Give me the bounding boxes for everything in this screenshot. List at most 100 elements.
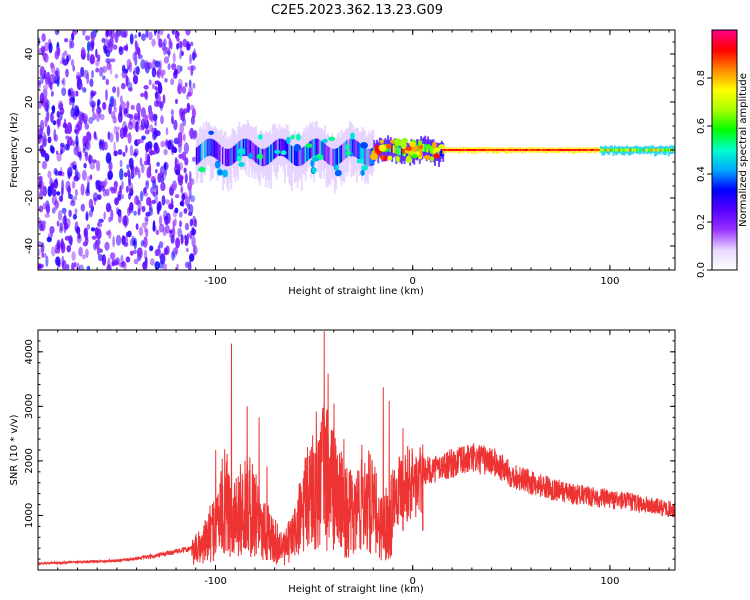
spectrogram-core	[644, 148, 647, 152]
noise-blob	[78, 264, 85, 270]
noise-blob	[185, 247, 189, 253]
spectrogram-core	[616, 148, 619, 152]
spectrogram-core	[461, 149, 464, 151]
spectrogram-core	[275, 139, 278, 158]
noise-blob	[137, 138, 142, 145]
spectrogram-core	[592, 149, 595, 151]
noise-blob	[154, 80, 161, 85]
spectrogram-core	[197, 146, 200, 164]
noise-blob	[42, 96, 49, 109]
noise-blob	[150, 258, 155, 266]
noise-blob	[144, 129, 150, 135]
noise-blob	[167, 33, 170, 40]
spectrogram-core	[263, 148, 266, 167]
noise-blob	[151, 38, 156, 47]
spectrogram-hotspot	[360, 169, 365, 176]
noise-blob	[43, 53, 49, 63]
noise-blob	[190, 116, 195, 125]
noise-blob	[113, 107, 118, 113]
spectrogram-core	[573, 149, 576, 151]
noise-blob	[170, 183, 176, 189]
noise-blob	[89, 174, 93, 180]
noise-blob	[40, 119, 45, 132]
spectrogram-core	[436, 148, 439, 156]
spectrogram-hotspot	[429, 156, 435, 162]
spectrogram-core	[584, 149, 587, 151]
noise-blob	[114, 73, 119, 79]
spectrogram-core	[563, 149, 566, 151]
noise-blob	[82, 114, 85, 122]
noise-blob	[88, 198, 94, 209]
spectrogram-core	[199, 144, 202, 162]
noise-blob	[72, 96, 75, 104]
noise-blob	[158, 215, 163, 226]
noise-blob	[160, 115, 164, 125]
noise-blob	[98, 185, 102, 193]
noise-blob	[110, 187, 116, 194]
noise-blob	[178, 211, 183, 218]
spectrogram-core	[307, 142, 310, 161]
noise-blob	[45, 204, 51, 215]
noise-blob	[72, 65, 75, 72]
spectrogram-core	[634, 148, 637, 152]
spectrogram-core	[660, 148, 663, 152]
spectrogram-core	[293, 147, 296, 166]
noise-blob	[49, 177, 53, 186]
spectrogram-core	[611, 148, 613, 152]
noise-blob	[51, 188, 57, 197]
spectrogram-core	[594, 149, 596, 151]
spectrogram-core	[458, 149, 461, 151]
spectrogram-hotspot	[217, 170, 224, 175]
noise-blob	[143, 114, 149, 121]
spectrogram-hotspot	[417, 140, 423, 146]
spectrogram-y-label: Frequency (Hz)	[9, 112, 20, 188]
spectrogram-core	[311, 139, 314, 157]
noise-blob	[189, 170, 192, 183]
noise-blob	[71, 262, 75, 270]
noise-blob	[69, 236, 73, 247]
noise-blob	[161, 195, 166, 206]
noise-blob	[82, 254, 86, 260]
spectrogram-core	[281, 138, 284, 156]
noise-blob	[59, 146, 64, 152]
noise-blob	[64, 38, 69, 43]
spectrogram-core	[328, 147, 331, 165]
spectrogram-core	[548, 149, 551, 151]
noise-blob	[133, 210, 137, 216]
noise-blob	[61, 87, 67, 96]
spectrogram-core	[361, 145, 364, 163]
noise-blob	[189, 230, 193, 240]
spectrogram-core	[234, 144, 237, 163]
spectrogram-core	[497, 149, 500, 151]
spectrogram-core	[645, 148, 648, 152]
noise-blob	[91, 30, 95, 43]
spectrogram-core	[336, 148, 339, 166]
noise-blob	[171, 250, 176, 261]
noise-blob	[161, 73, 164, 79]
spectrogram-core	[289, 144, 292, 162]
noise-blob	[60, 194, 63, 202]
noise-blob	[174, 246, 179, 255]
noise-blob	[47, 136, 52, 144]
noise-blob	[69, 97, 73, 103]
spectrogram-core	[556, 149, 559, 151]
noise-blob	[187, 181, 193, 191]
y-tick-label: 4000	[24, 339, 35, 364]
noise-blob	[132, 74, 139, 85]
spectrogram-core	[226, 148, 228, 167]
noise-blob	[71, 197, 74, 204]
noise-blob	[95, 111, 100, 123]
noise-blob	[64, 143, 70, 151]
noise-blob	[56, 118, 61, 126]
noise-blob	[73, 175, 79, 182]
noise-blob	[94, 227, 99, 237]
spectrogram-core	[270, 144, 273, 162]
noise-blob	[126, 230, 132, 238]
noise-blob	[136, 102, 141, 114]
spectrogram-hotspot	[386, 143, 392, 149]
spectrogram-hotspot	[237, 148, 246, 155]
spectrogram-core	[498, 149, 501, 151]
noise-blob	[133, 237, 137, 250]
noise-blob	[128, 157, 134, 169]
